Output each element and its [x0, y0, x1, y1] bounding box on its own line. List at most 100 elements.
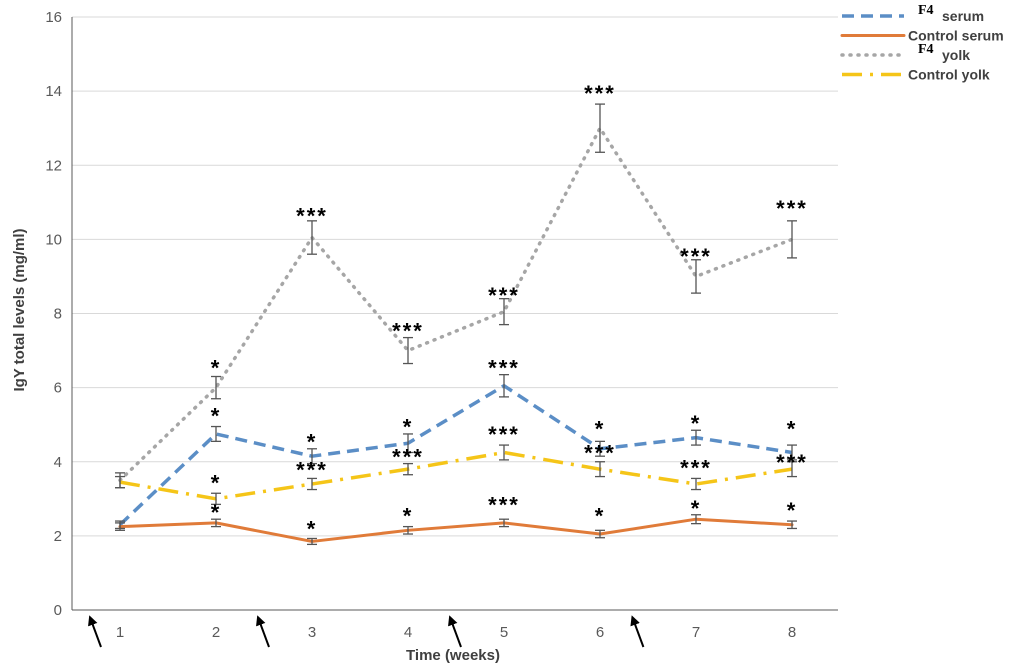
- series-line-f4-yolk: [118, 126, 794, 483]
- significance-marker: *: [691, 411, 702, 436]
- significance-marker: ***: [584, 441, 616, 466]
- error-bar: [115, 475, 125, 489]
- y-tick-label: 16: [45, 9, 62, 26]
- significance-marker: ***: [296, 203, 328, 228]
- up-arrow-icon: [630, 615, 645, 648]
- error-bar: [115, 522, 125, 531]
- significance-marker: *: [595, 504, 606, 529]
- error-bar: [499, 518, 509, 528]
- significance-marker: ***: [392, 318, 424, 343]
- legend-label: yolk: [942, 47, 970, 63]
- error-bar: [691, 477, 701, 491]
- x-tick-label: 3: [308, 624, 316, 641]
- error-bar: [595, 440, 605, 457]
- significance-marker: *: [307, 517, 318, 542]
- legend-prefix: F4: [918, 42, 934, 57]
- error-bar: [403, 462, 413, 476]
- error-bar: [595, 461, 605, 478]
- error-bar: [787, 461, 797, 478]
- legend-label: Control serum: [908, 28, 1004, 44]
- significance-marker: *: [211, 355, 222, 380]
- legend-prefix: F4: [918, 3, 934, 18]
- series-line-control-yolk: [119, 450, 793, 501]
- y-tick-label: 14: [45, 83, 62, 100]
- y-tick-label: 2: [54, 528, 62, 545]
- significance-marker: ***: [488, 283, 520, 308]
- significance-marker: *: [787, 417, 798, 442]
- error-bar: [403, 336, 413, 365]
- significance-marker: *: [787, 498, 798, 523]
- significance-marker: *: [211, 470, 222, 495]
- significance-marker: ***: [776, 196, 808, 221]
- error-bar: [787, 444, 797, 461]
- x-tick-label: 8: [788, 624, 796, 641]
- x-axis-title: Time (weeks): [406, 647, 500, 664]
- y-axis-title: IgY total levels (mg/ml): [11, 228, 28, 391]
- error-bar: [595, 103, 605, 153]
- significance-marker: *: [307, 430, 318, 455]
- significance-marker: *: [595, 417, 606, 442]
- significance-marker: ***: [776, 450, 808, 475]
- significance-marker: *: [691, 496, 702, 521]
- significance-marker: *: [403, 415, 414, 440]
- significance-marker: ***: [680, 455, 712, 480]
- error-bar: [499, 374, 509, 398]
- significance-marker: *: [211, 500, 222, 525]
- error-bar: [211, 375, 221, 400]
- significance-marker: *: [211, 404, 222, 429]
- error-bar: [403, 525, 413, 535]
- significance-marker: ***: [488, 422, 520, 447]
- error-bar: [787, 220, 797, 259]
- error-bars: [115, 103, 797, 546]
- gridlines: [72, 16, 838, 537]
- x-tick-label: 1: [116, 624, 124, 641]
- significance-marker: ***: [488, 493, 520, 518]
- significance-marker: ***: [392, 444, 424, 469]
- error-bar: [211, 425, 221, 443]
- y-tick-label: 10: [45, 231, 62, 248]
- significance-marker: ***: [584, 81, 616, 106]
- error-bar: [307, 537, 317, 546]
- error-bar: [403, 433, 413, 454]
- error-bar: [499, 444, 509, 461]
- y-tick-label: 0: [54, 602, 62, 619]
- legend-label: serum: [942, 8, 984, 24]
- error-bar: [307, 448, 317, 465]
- series-lines: [118, 126, 794, 543]
- legend-label: Control yolk: [908, 67, 990, 83]
- significance-marker: *: [403, 504, 414, 529]
- immunization-arrows: [88, 615, 645, 648]
- error-bar: [787, 520, 797, 530]
- error-bar: [691, 429, 701, 446]
- y-tick-label: 6: [54, 380, 62, 397]
- x-tick-label: 4: [404, 624, 412, 641]
- up-arrow-icon: [256, 615, 270, 648]
- x-tick-label: 5: [500, 624, 508, 641]
- x-tick-label: 2: [212, 624, 220, 641]
- legend-item: F4 yolk: [840, 42, 970, 63]
- error-bar: [307, 220, 317, 255]
- error-bar: [691, 514, 701, 525]
- error-bar: [499, 298, 509, 326]
- y-tick-label: 8: [54, 306, 62, 323]
- legend-item: Control yolk: [842, 67, 990, 83]
- up-arrow-icon: [448, 615, 462, 648]
- significance-annotations: ****************************************…: [211, 81, 808, 542]
- significance-marker: ***: [680, 244, 712, 269]
- error-bar: [691, 259, 701, 294]
- legend-item: Control serum: [840, 28, 1004, 44]
- y-tick-label: 4: [54, 454, 62, 471]
- error-bar: [211, 518, 221, 528]
- series-line-control-serum: [118, 517, 794, 543]
- x-tick-label: 7: [692, 624, 700, 641]
- x-tick-label: 6: [596, 624, 604, 641]
- error-bar: [595, 529, 605, 539]
- y-tick-label: 12: [45, 157, 62, 174]
- error-bar: [211, 492, 221, 506]
- error-bar: [307, 477, 317, 491]
- significance-marker: ***: [488, 355, 520, 380]
- significance-marker: ***: [296, 457, 328, 482]
